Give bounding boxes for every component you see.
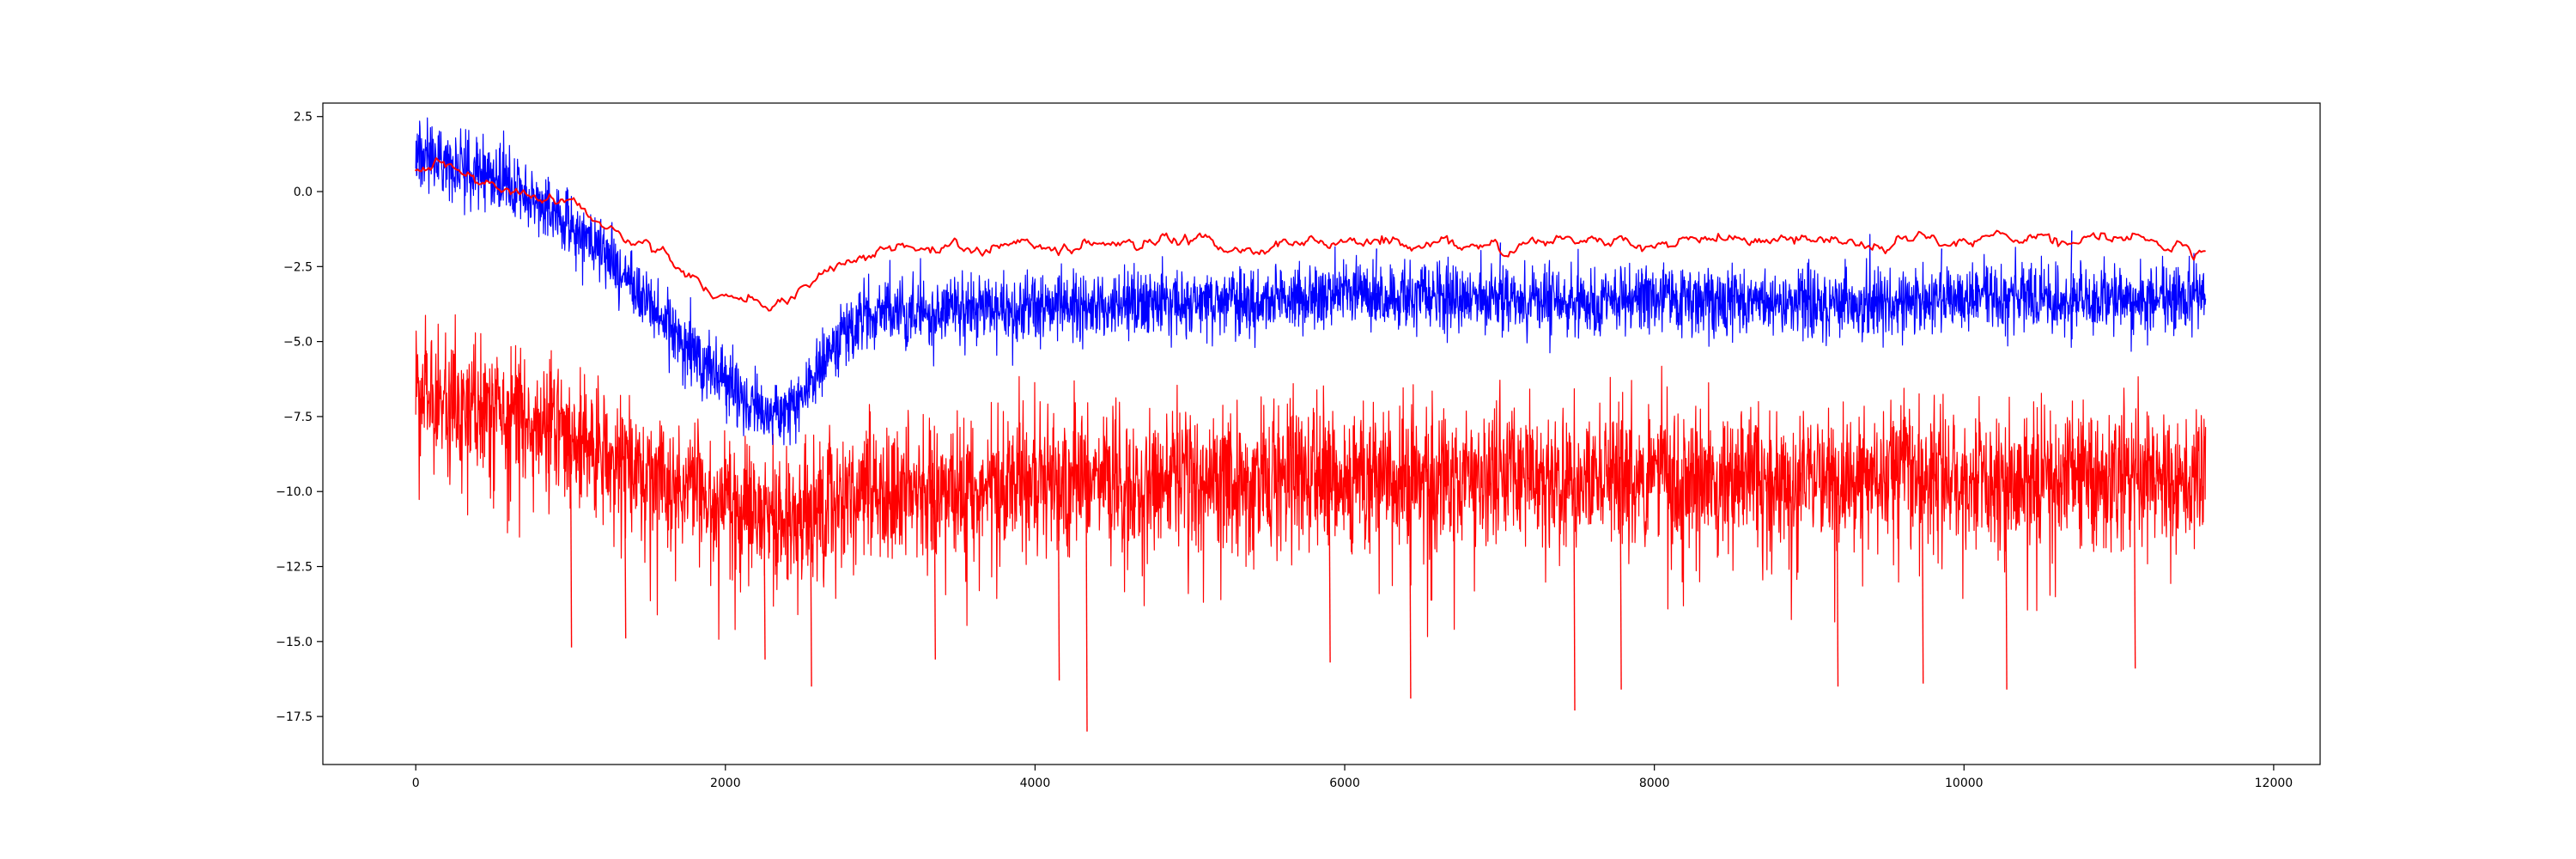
series-1-spike: [1409, 476, 1412, 699]
series-1-spike: [933, 486, 937, 660]
y-tick-label: −17.5: [276, 710, 313, 724]
y-tick-label: −7.5: [283, 411, 313, 424]
y-tick-label: −15.0: [276, 636, 313, 649]
x-tick-label: 12000: [2255, 777, 2293, 790]
y-tick-label: 0.0: [294, 186, 313, 199]
series-1-spike: [763, 514, 766, 660]
x-tick-label: 10000: [1945, 777, 1984, 790]
y-tick-label: −12.5: [276, 561, 313, 575]
x-axis: 0 2000 4000 6000 8000 10000 12000: [412, 765, 2293, 790]
series-1-spike: [1328, 476, 1331, 663]
x-tick-label: 2000: [710, 777, 741, 790]
x-tick-label: 8000: [1639, 777, 1670, 790]
y-tick-label: −2.5: [283, 260, 313, 274]
series-1-spike: [1057, 481, 1060, 681]
series-1-spike: [2133, 476, 2136, 669]
series-1-spike: [1573, 479, 1576, 711]
series-1-spike: [1619, 478, 1622, 690]
series-layer: [415, 117, 2207, 732]
y-tick-label: −10.0: [276, 485, 313, 499]
series-1-spike: [623, 462, 627, 639]
y-tick-label: 2.5: [294, 111, 313, 125]
series-line-3: [415, 157, 2206, 312]
series-2-spike: [2070, 230, 2073, 300]
series-1-spike: [1836, 476, 1839, 687]
x-tick-label: 6000: [1329, 777, 1360, 790]
y-axis: 2.5 0.0 −2.5 −5.0 −7.5 −10.0 −12.5 −15.0 −17.5: [276, 111, 323, 724]
series-1-spike: [1085, 480, 1088, 732]
y-tick-label: −5.0: [283, 336, 313, 350]
series-line-2: [415, 117, 2207, 446]
series-1-spike: [569, 434, 573, 648]
x-tick-label: 0: [412, 777, 420, 790]
series-1-spike: [2005, 476, 2008, 690]
series-line-1: [415, 314, 2207, 640]
x-tick-label: 4000: [1020, 777, 1051, 790]
axes-frame: [322, 102, 2321, 765]
